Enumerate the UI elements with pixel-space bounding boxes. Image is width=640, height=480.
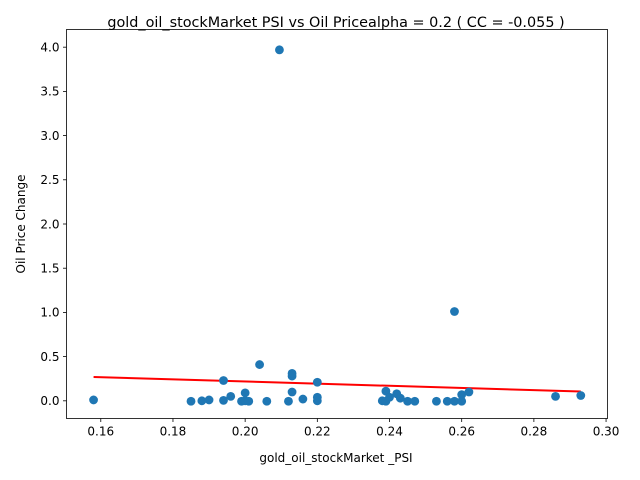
data-point bbox=[186, 396, 196, 406]
data-point bbox=[576, 391, 586, 400]
x-axis: 0.16 0.18 0.20 0.22 0.24 0.26 0.28 0.30 bbox=[87, 418, 620, 439]
data-point bbox=[244, 396, 254, 406]
data-point bbox=[219, 395, 228, 405]
y-tick-label: 3.0 bbox=[40, 129, 59, 143]
y-tick-label: 1.0 bbox=[40, 306, 59, 320]
data-point bbox=[262, 396, 272, 406]
data-point bbox=[464, 387, 474, 397]
data-point bbox=[442, 396, 452, 406]
data-point bbox=[395, 393, 405, 403]
data-point bbox=[275, 45, 284, 55]
y-axis-label: Oil Price Change bbox=[14, 175, 28, 274]
data-point bbox=[312, 392, 322, 402]
data-point bbox=[240, 388, 250, 398]
y-tick-label: 2.5 bbox=[40, 173, 59, 187]
x-tick-label: 0.18 bbox=[160, 425, 187, 439]
y-tick-label: 2.0 bbox=[40, 217, 59, 231]
fit-line-group bbox=[93, 375, 581, 393]
data-point bbox=[226, 391, 236, 401]
data-point bbox=[287, 369, 297, 378]
points-group bbox=[89, 45, 586, 406]
plot-frame bbox=[66, 29, 608, 419]
x-axis-label: gold_oil_stockMarket _PSI bbox=[259, 451, 412, 465]
chart-title: gold_oil_stockMarket PSI vs Oil Pricealp… bbox=[107, 15, 564, 31]
data-point bbox=[287, 387, 297, 397]
x-tick-label: 0.22 bbox=[304, 425, 331, 439]
x-tick-label: 0.16 bbox=[87, 425, 114, 439]
y-tick-label: 1.5 bbox=[40, 262, 59, 276]
data-point bbox=[312, 377, 322, 387]
y-tick-label: 4.0 bbox=[40, 40, 59, 54]
data-point bbox=[457, 396, 467, 406]
data-point bbox=[450, 307, 459, 316]
data-point bbox=[298, 394, 308, 404]
data-point bbox=[457, 390, 467, 400]
data-point bbox=[89, 395, 98, 405]
x-tick-label: 0.28 bbox=[521, 425, 548, 439]
y-tick-label: 0.0 bbox=[40, 394, 59, 408]
regression-line bbox=[93, 375, 581, 393]
data-point bbox=[284, 396, 293, 406]
y-tick-label: 3.5 bbox=[40, 85, 59, 99]
data-point bbox=[204, 395, 214, 405]
data-point bbox=[410, 396, 420, 406]
data-point bbox=[219, 376, 228, 385]
data-point bbox=[197, 396, 207, 406]
data-point bbox=[551, 391, 560, 401]
x-tick-label: 0.20 bbox=[232, 425, 259, 439]
x-tick-label: 0.30 bbox=[593, 425, 620, 439]
data-point bbox=[403, 396, 412, 406]
data-point bbox=[450, 396, 459, 406]
y-axis: 0.0 0.5 1.0 1.5 2.0 2.5 3.0 3.5 4.0 bbox=[40, 40, 67, 408]
x-tick-label: 0.24 bbox=[376, 425, 403, 439]
data-point bbox=[432, 396, 441, 406]
x-tick-label: 0.26 bbox=[448, 425, 475, 439]
y-tick-label: 0.5 bbox=[40, 350, 59, 364]
data-point bbox=[385, 392, 394, 402]
data-point bbox=[255, 360, 264, 369]
